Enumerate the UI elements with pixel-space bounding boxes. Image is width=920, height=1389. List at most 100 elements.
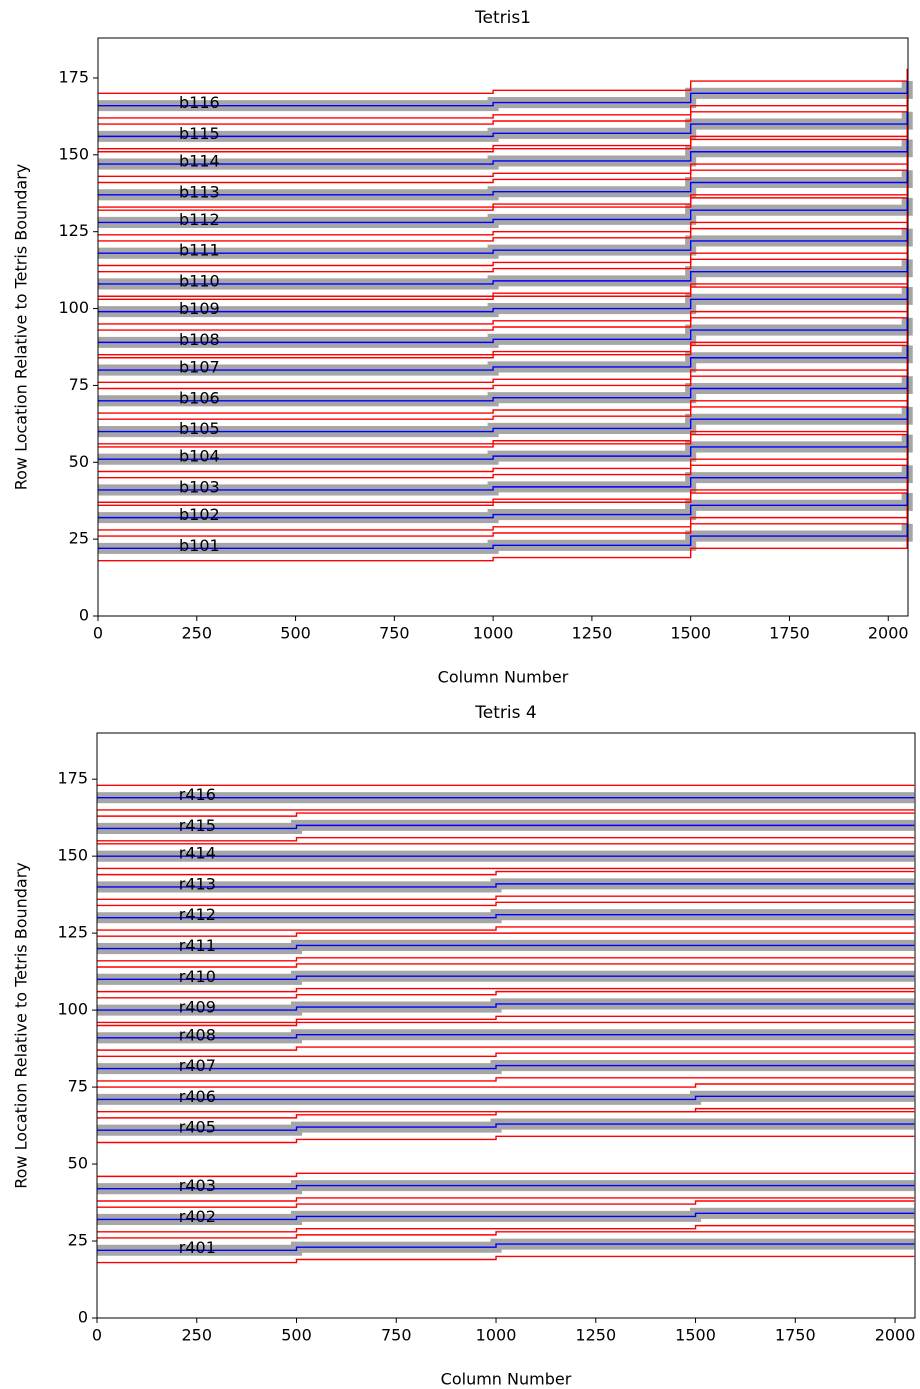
trace-edge (97, 901, 915, 907)
trace-edge (98, 394, 908, 420)
plot: Tetris1 Column Number Row Location Relativ… (12, 8, 913, 687)
x-tick-label: 750 (381, 1326, 412, 1345)
trace-label: b106 (179, 388, 220, 407)
trace-label: r415 (179, 816, 216, 835)
trace-edge (98, 185, 908, 211)
trace-center (98, 493, 908, 519)
trace-edge (97, 957, 915, 962)
trace-edge (97, 1077, 915, 1082)
x-tick-label: 750 (379, 624, 410, 643)
chart-title: Tetris 4 (474, 703, 536, 723)
trace-center (98, 111, 908, 138)
trace-label: r407 (179, 1056, 216, 1075)
x-tick-label: 1750 (775, 1326, 816, 1345)
trace-label: b109 (179, 299, 220, 318)
trace-label: b108 (179, 330, 220, 349)
x-tick-label: 2000 (875, 1326, 916, 1345)
trace-edge (98, 480, 908, 507)
trace-edge (97, 987, 915, 993)
x-tick-label: 1250 (572, 624, 613, 643)
x-tick-label: 2000 (868, 624, 909, 643)
trace-center (97, 883, 915, 888)
trace-center (97, 1064, 915, 1070)
plot: Tetris 4 Column Number Row Location Relati… (12, 703, 916, 1389)
trace-label: r410 (179, 967, 216, 986)
y-tick-label: 125 (57, 923, 88, 942)
x-tick-label: 250 (181, 1326, 212, 1345)
y-tick-label: 175 (57, 769, 88, 788)
trace-edge (98, 216, 908, 242)
trace-center (98, 434, 908, 460)
trace-edge (98, 299, 908, 325)
x-axis-label: Column Number (438, 668, 569, 687)
trace-edge (98, 330, 908, 356)
trace-label: b101 (179, 536, 220, 555)
trace-edge (97, 1255, 915, 1264)
x-tick-label: 1250 (575, 1326, 616, 1345)
trace-edge (98, 388, 908, 414)
trace-edge (97, 932, 915, 937)
trace-label: b114 (179, 152, 220, 171)
trace-band (97, 1238, 915, 1256)
trace-edge (97, 1083, 915, 1088)
trace-center (98, 287, 908, 313)
trace-center (98, 345, 908, 371)
trace-edge (97, 1135, 915, 1144)
trace-edge (97, 870, 915, 876)
y-tick-label: 100 (57, 1000, 88, 1019)
y-tick-label: 50 (69, 452, 89, 471)
trace-edge (97, 895, 915, 900)
y-tick-label: 150 (57, 846, 88, 865)
trace-label: b111 (179, 241, 220, 260)
trace-label: b115 (179, 124, 220, 143)
trace-label: b107 (179, 358, 220, 377)
trace-band (97, 1118, 915, 1136)
y-axis-label: Row Location Relative to Tetris Boundary (12, 862, 31, 1189)
trace-edge (98, 99, 908, 125)
trace-center (98, 376, 908, 402)
x-tick-label: 500 (281, 1326, 312, 1345)
x-tick-label: 0 (92, 1326, 102, 1345)
trace-center (97, 944, 915, 950)
trace-label: r411 (179, 936, 216, 955)
trace-edge (98, 477, 908, 503)
trace-edge (97, 926, 915, 931)
trace-edge (98, 333, 908, 359)
trace-edge (97, 990, 915, 999)
trace-label: r413 (179, 874, 216, 893)
trace-edge (98, 182, 908, 208)
trace-label: r406 (179, 1087, 216, 1106)
x-tick-label: 250 (182, 624, 213, 643)
x-tick-label: 500 (280, 624, 311, 643)
y-tick-label: 100 (58, 298, 89, 317)
trace-label: r414 (179, 844, 216, 863)
trace-edge (98, 422, 908, 448)
trace-edge (98, 210, 908, 236)
trace-edge (98, 247, 908, 273)
trace-edge (98, 305, 908, 331)
y-tick-label: 50 (68, 1154, 88, 1173)
trace-edge (97, 836, 915, 842)
trace-label: r412 (179, 905, 216, 924)
trace-center (98, 523, 908, 550)
trace-center (97, 1003, 915, 1011)
trace-center (98, 197, 908, 224)
trace-edge (97, 1172, 915, 1178)
trace-edge (98, 240, 908, 267)
trace-edge (98, 453, 908, 479)
trace-center (98, 259, 908, 285)
trace-center (97, 1123, 915, 1131)
trace-center (97, 1034, 915, 1039)
trace-edge (97, 812, 915, 817)
trace-label: r409 (179, 998, 216, 1017)
trace-center (97, 1243, 915, 1251)
trace-label: b116 (179, 93, 220, 112)
y-tick-label: 0 (78, 1308, 88, 1327)
trace-center (97, 1212, 915, 1221)
x-tick-label: 0 (93, 624, 103, 643)
x-tick-label: 1750 (769, 624, 810, 643)
trace-label: r405 (179, 1118, 216, 1137)
trace-edge (98, 505, 908, 531)
trace-center (98, 81, 908, 107)
trace-label: b112 (179, 210, 220, 229)
